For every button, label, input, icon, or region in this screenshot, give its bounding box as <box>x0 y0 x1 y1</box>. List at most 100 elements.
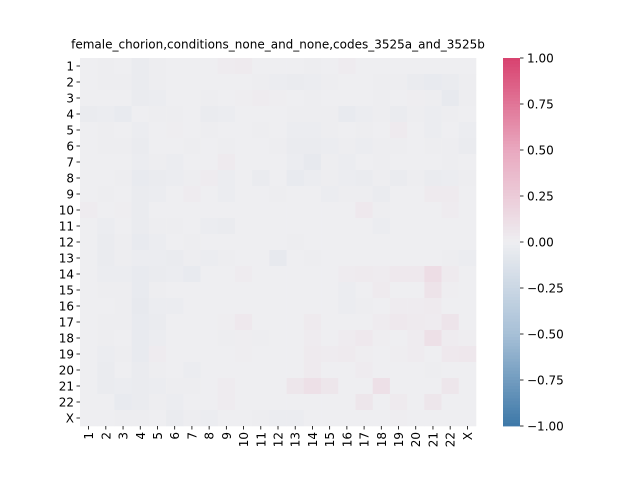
colorbar-segment <box>503 159 520 163</box>
colorbar-segment <box>503 321 520 326</box>
heat-cell <box>355 266 373 283</box>
heat-cell <box>200 106 219 123</box>
heat-cell <box>131 154 150 171</box>
colorbar-segment <box>503 73 520 77</box>
colorbar-segment <box>503 309 520 313</box>
heat-cell <box>407 234 425 251</box>
heat-cell <box>338 106 356 123</box>
heat-cell <box>389 218 408 235</box>
heat-cell <box>269 90 287 107</box>
heat-cell <box>355 330 373 347</box>
colorbar-segment <box>503 186 520 191</box>
heat-cell <box>200 314 219 331</box>
colorbar-segment <box>503 226 520 231</box>
heat-cell <box>321 282 339 299</box>
heat-cell <box>424 90 442 107</box>
heat-cell <box>131 58 150 75</box>
heat-cell <box>166 58 184 75</box>
y-tick-label: 18 <box>59 332 74 346</box>
colorbar-segment <box>503 419 520 424</box>
heat-cell <box>389 202 408 219</box>
heat-cell <box>389 154 408 171</box>
heat-cell <box>234 186 253 203</box>
heat-cell <box>131 298 150 315</box>
colorbar-segment <box>503 232 520 237</box>
heat-cell <box>80 138 98 155</box>
colorbar-segment <box>503 416 520 421</box>
heat-cell <box>217 138 236 155</box>
heat-cell <box>183 346 201 363</box>
heat-cell <box>372 138 391 155</box>
heat-cell <box>252 218 270 235</box>
colorbar-segment <box>503 134 520 139</box>
heat-cell <box>321 186 339 203</box>
heat-cell <box>217 154 236 171</box>
heat-cell <box>269 378 287 395</box>
heat-cell <box>97 186 115 203</box>
heat-cell <box>338 394 356 411</box>
heat-cell <box>372 154 391 171</box>
y-tick-label: 8 <box>66 172 74 186</box>
heat-cell <box>269 202 287 219</box>
heat-cell <box>200 202 219 219</box>
heat-cell <box>234 394 253 411</box>
heat-cell <box>97 314 115 331</box>
heat-cell <box>372 250 391 267</box>
heat-cell <box>372 58 391 75</box>
heat-cell <box>458 314 477 331</box>
colorbar-segment <box>503 199 520 203</box>
heat-cell <box>372 170 391 187</box>
heat-cell <box>183 330 201 347</box>
colorbar-segment <box>503 82 520 86</box>
heat-cell <box>269 410 287 427</box>
heat-cell <box>321 122 339 139</box>
heat-cell <box>458 266 477 283</box>
colorbar-segment <box>503 383 520 387</box>
colorbar-tick-label: −0.50 <box>527 328 564 342</box>
heat-cell <box>217 330 236 347</box>
heat-cell <box>338 266 356 283</box>
heat-cell <box>338 314 356 331</box>
heat-cell <box>97 250 115 267</box>
heat-cell <box>321 218 339 235</box>
heat-cell <box>355 106 373 123</box>
heat-cell <box>183 90 201 107</box>
colorbar-segment <box>503 174 520 178</box>
heat-cell <box>114 170 132 187</box>
heat-cell <box>80 154 98 171</box>
heat-cell <box>217 74 236 91</box>
heat-cell <box>424 250 442 267</box>
colorbar-segment <box>503 238 520 243</box>
heat-cell <box>183 122 201 139</box>
heat-cell <box>389 90 408 107</box>
colorbar-segment <box>503 177 520 182</box>
heat-cell <box>131 74 150 91</box>
heat-cell <box>458 410 477 427</box>
heat-cell <box>372 298 391 315</box>
colorbar-segment <box>503 300 520 304</box>
heat-cell <box>303 346 322 363</box>
heat-cell <box>252 138 270 155</box>
heat-cell <box>114 122 132 139</box>
heat-cell <box>338 202 356 219</box>
heat-cell <box>217 218 236 235</box>
y-tick-label: 19 <box>59 348 74 362</box>
colorbar-segment <box>503 327 520 332</box>
heat-cell <box>372 346 391 363</box>
colorbar-segment <box>503 171 520 175</box>
heat-cell <box>441 186 460 203</box>
heat-cell <box>424 346 442 363</box>
colorbar-segment <box>503 260 520 264</box>
x-tick-label: 20 <box>409 432 423 447</box>
heat-cell <box>458 74 477 91</box>
colorbar-segment <box>503 278 520 283</box>
colorbar-segment <box>503 76 520 80</box>
y-tick-label: 2 <box>66 76 74 90</box>
colorbar-segment <box>503 315 520 320</box>
heat-cell <box>338 58 356 75</box>
heat-cell <box>183 58 201 75</box>
heat-cell <box>80 234 98 251</box>
heat-cell <box>458 170 477 187</box>
heat-cell <box>166 266 184 283</box>
colorbar-segment <box>503 64 520 68</box>
